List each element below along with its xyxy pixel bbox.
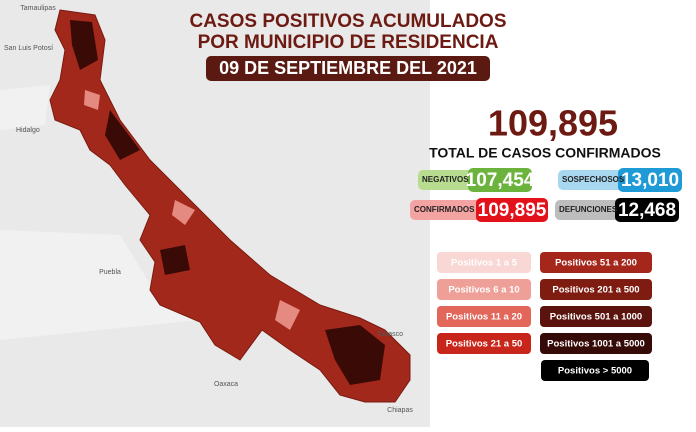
stat-value-box	[476, 198, 548, 222]
legend-label: Positivos 1 a 5	[451, 258, 518, 269]
legend-label: Positivos > 5000	[558, 366, 632, 377]
legend-label: Positivos 1001 a 5000	[547, 339, 645, 350]
stat-value-box	[615, 198, 679, 222]
legend-label: Positivos 11 a 20	[446, 312, 522, 323]
map-region-dark	[70, 20, 385, 385]
date-banner	[206, 56, 490, 81]
legend-label: Positivos 6 a 10	[448, 285, 519, 296]
legend-swatch	[437, 279, 531, 300]
stat-label-box	[555, 200, 621, 220]
legend-label: Positivos 501 a 1000	[550, 312, 642, 323]
map-label: Hidalgo	[16, 127, 40, 134]
neighbor-state	[0, 85, 200, 340]
map-label: Tamaulipas	[20, 5, 56, 12]
stat-value-box	[618, 168, 682, 192]
legend-swatch	[540, 279, 652, 300]
map-label: Tabasco	[377, 331, 403, 338]
legend-label: Positivos 201 a 500	[552, 285, 639, 296]
stat-label: DEFUNCIONES	[559, 205, 618, 214]
stat-value: 13,010	[621, 170, 679, 191]
stat-label-box	[418, 170, 474, 190]
stat-label-box	[410, 200, 482, 220]
legend-swatch	[541, 360, 649, 381]
legend-swatch	[540, 333, 652, 354]
stat-value: 109,895	[478, 200, 547, 221]
map-label: Chiapas	[387, 407, 413, 414]
legend-label: Positivos 51 a 200	[555, 258, 637, 269]
map-region-light	[84, 90, 300, 330]
legend: Positivos 1 a 5 Positivos 6 a 10 Positivos…	[437, 252, 652, 381]
total-value: 109,895	[488, 103, 618, 144]
map-label: Oaxaca	[214, 381, 238, 388]
map-label: Puebla	[99, 269, 121, 276]
total-label: TOTAL DE CASOS CONFIRMADOS	[429, 145, 661, 161]
legend-swatch	[437, 306, 531, 327]
title: CASOS POSITIVOS ACUMULADOS	[189, 11, 506, 32]
legend-swatch	[540, 306, 652, 327]
map-label: San Luis Potosí	[4, 45, 53, 52]
title: POR MUNICIPIO DE RESIDENCIA	[198, 32, 499, 53]
legend-swatch	[540, 252, 652, 273]
stat-label: CONFIRMADOS	[414, 205, 475, 214]
stat-value-box	[468, 168, 532, 192]
legend-swatch	[437, 333, 531, 354]
legend-label: Positivos 21 a 50	[446, 339, 523, 350]
stat-value: 107,454	[466, 170, 535, 191]
date: 09 DE SEPTIEMBRE DEL 2021	[219, 58, 477, 78]
legend-swatch	[437, 252, 531, 273]
stat-label-box	[558, 170, 624, 190]
stat-label: NEGATIVOS	[422, 175, 469, 184]
stat-value: 12,468	[618, 200, 676, 221]
stat-label: SOSPECHOSOS	[562, 175, 625, 184]
